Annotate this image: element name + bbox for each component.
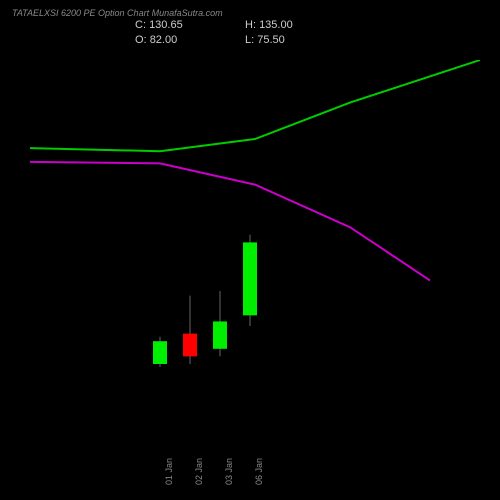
x-axis-label: 06 Jan [254,458,264,485]
ohlc-h-label: H: [245,19,256,31]
chart-title: TATAELXSI 6200 PE Option Chart MunafaSut… [12,8,223,18]
ohlc-o-value: 82.00 [150,34,178,46]
ohlc-c-label: C: [135,19,146,31]
x-axis-labels: 01 Jan 02 Jan 03 Jan 06 Jan [30,450,480,490]
ohlc-o-label: O: [135,34,147,46]
x-axis-label: 01 Jan [164,458,174,485]
ohlc-panel: C: 130.65 H: 135.00 O: 82.00 L: 75.50 [135,18,305,49]
chart-area [30,60,480,440]
ohlc-l-value: 75.50 [257,34,285,46]
candlestick-chart [30,60,480,440]
ohlc-l-label: L: [245,34,254,46]
x-axis-label: 03 Jan [224,458,234,485]
x-axis-label: 02 Jan [194,458,204,485]
ohlc-h-value: 135.00 [259,19,293,31]
ohlc-c-value: 130.65 [149,19,183,31]
